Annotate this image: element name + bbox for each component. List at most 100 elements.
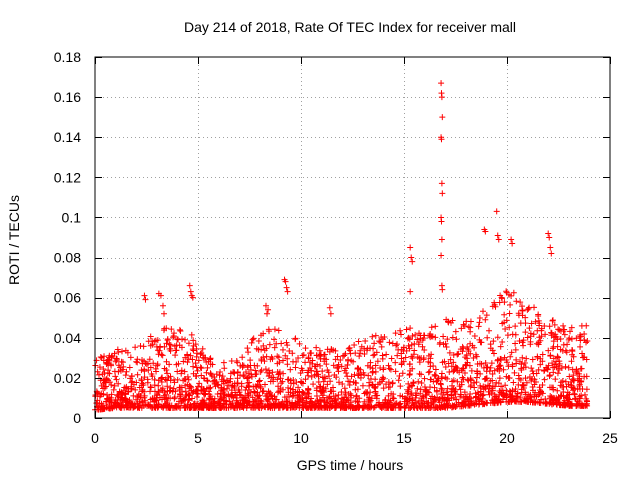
data-point bbox=[167, 373, 174, 380]
data-point bbox=[377, 339, 384, 346]
data-point bbox=[506, 324, 513, 331]
data-point bbox=[583, 397, 590, 404]
data-point bbox=[260, 388, 267, 395]
data-point bbox=[320, 378, 327, 385]
data-point bbox=[335, 368, 342, 375]
data-point bbox=[218, 395, 225, 402]
data-point bbox=[246, 370, 253, 377]
data-point bbox=[245, 349, 252, 356]
data-point bbox=[123, 383, 130, 390]
data-point bbox=[108, 354, 115, 361]
data-point bbox=[522, 389, 529, 396]
data-point bbox=[579, 386, 586, 393]
data-point bbox=[333, 374, 340, 381]
data-point bbox=[168, 326, 175, 333]
data-point bbox=[530, 370, 537, 377]
data-point bbox=[196, 380, 203, 387]
data-point-spike bbox=[408, 254, 415, 261]
chart-title: Day 214 of 2018, Rate Of TEC Index for r… bbox=[184, 19, 516, 35]
data-point bbox=[171, 343, 178, 350]
data-point bbox=[434, 404, 441, 411]
data-point bbox=[554, 370, 561, 377]
data-point bbox=[372, 362, 379, 369]
data-point bbox=[371, 384, 378, 391]
data-point bbox=[263, 345, 270, 352]
data-point-spike bbox=[494, 232, 501, 239]
data-point bbox=[461, 389, 468, 396]
data-point bbox=[484, 334, 491, 341]
data-point bbox=[274, 376, 281, 383]
data-point bbox=[227, 392, 234, 399]
data-point bbox=[250, 402, 257, 409]
y-tick-label: 0.02 bbox=[54, 370, 81, 386]
data-point bbox=[408, 341, 415, 348]
data-point bbox=[198, 372, 205, 379]
data-point bbox=[263, 353, 270, 360]
data-point bbox=[330, 362, 337, 369]
data-point bbox=[324, 399, 331, 406]
data-point bbox=[263, 390, 270, 397]
data-point bbox=[389, 379, 396, 386]
data-point bbox=[320, 384, 327, 391]
data-point bbox=[503, 391, 510, 398]
data-point bbox=[451, 366, 458, 373]
data-point bbox=[472, 351, 479, 358]
data-point bbox=[93, 357, 100, 364]
data-point bbox=[355, 370, 362, 377]
data-point bbox=[542, 331, 549, 338]
data-point bbox=[140, 402, 147, 409]
data-point bbox=[480, 400, 487, 407]
data-point bbox=[313, 387, 320, 394]
data-point bbox=[132, 386, 139, 393]
data-point bbox=[343, 404, 350, 411]
data-point bbox=[561, 331, 568, 338]
data-point bbox=[490, 338, 497, 345]
data-point bbox=[265, 326, 272, 333]
data-point bbox=[312, 404, 319, 411]
data-point bbox=[552, 376, 559, 383]
data-point bbox=[419, 343, 426, 350]
data-point bbox=[290, 380, 297, 387]
data-point bbox=[185, 376, 192, 383]
data-point bbox=[573, 367, 580, 374]
data-point bbox=[501, 311, 508, 318]
y-axis-label: ROTI / TECUs bbox=[6, 195, 22, 285]
data-point bbox=[248, 339, 255, 346]
data-point bbox=[167, 341, 174, 348]
data-point bbox=[240, 372, 247, 379]
data-point bbox=[406, 384, 413, 391]
data-point bbox=[197, 364, 204, 371]
data-point bbox=[163, 358, 170, 365]
data-point bbox=[541, 376, 548, 383]
data-point bbox=[578, 378, 585, 385]
data-point bbox=[494, 356, 501, 363]
data-point bbox=[408, 353, 415, 360]
data-point bbox=[488, 360, 495, 367]
data-point bbox=[566, 373, 573, 380]
data-point bbox=[302, 359, 309, 366]
data-point bbox=[228, 383, 235, 390]
plot-frame bbox=[94, 56, 611, 419]
data-point bbox=[345, 378, 352, 385]
data-point bbox=[113, 376, 120, 383]
data-point bbox=[568, 324, 575, 331]
data-point bbox=[276, 359, 283, 366]
data-point bbox=[449, 404, 456, 411]
data-point bbox=[332, 397, 339, 404]
data-point bbox=[376, 338, 383, 345]
data-point bbox=[427, 384, 434, 391]
data-point bbox=[220, 359, 227, 366]
data-point bbox=[365, 372, 372, 379]
data-point bbox=[479, 395, 486, 402]
data-point bbox=[372, 332, 379, 339]
data-point bbox=[576, 381, 583, 388]
data-point bbox=[369, 381, 376, 388]
data-point bbox=[154, 361, 161, 368]
data-point bbox=[390, 395, 397, 402]
data-point bbox=[460, 321, 467, 328]
data-point bbox=[149, 404, 156, 411]
data-point bbox=[516, 337, 523, 344]
data-point bbox=[554, 353, 561, 360]
data-point bbox=[579, 350, 586, 357]
data-point bbox=[434, 377, 441, 384]
